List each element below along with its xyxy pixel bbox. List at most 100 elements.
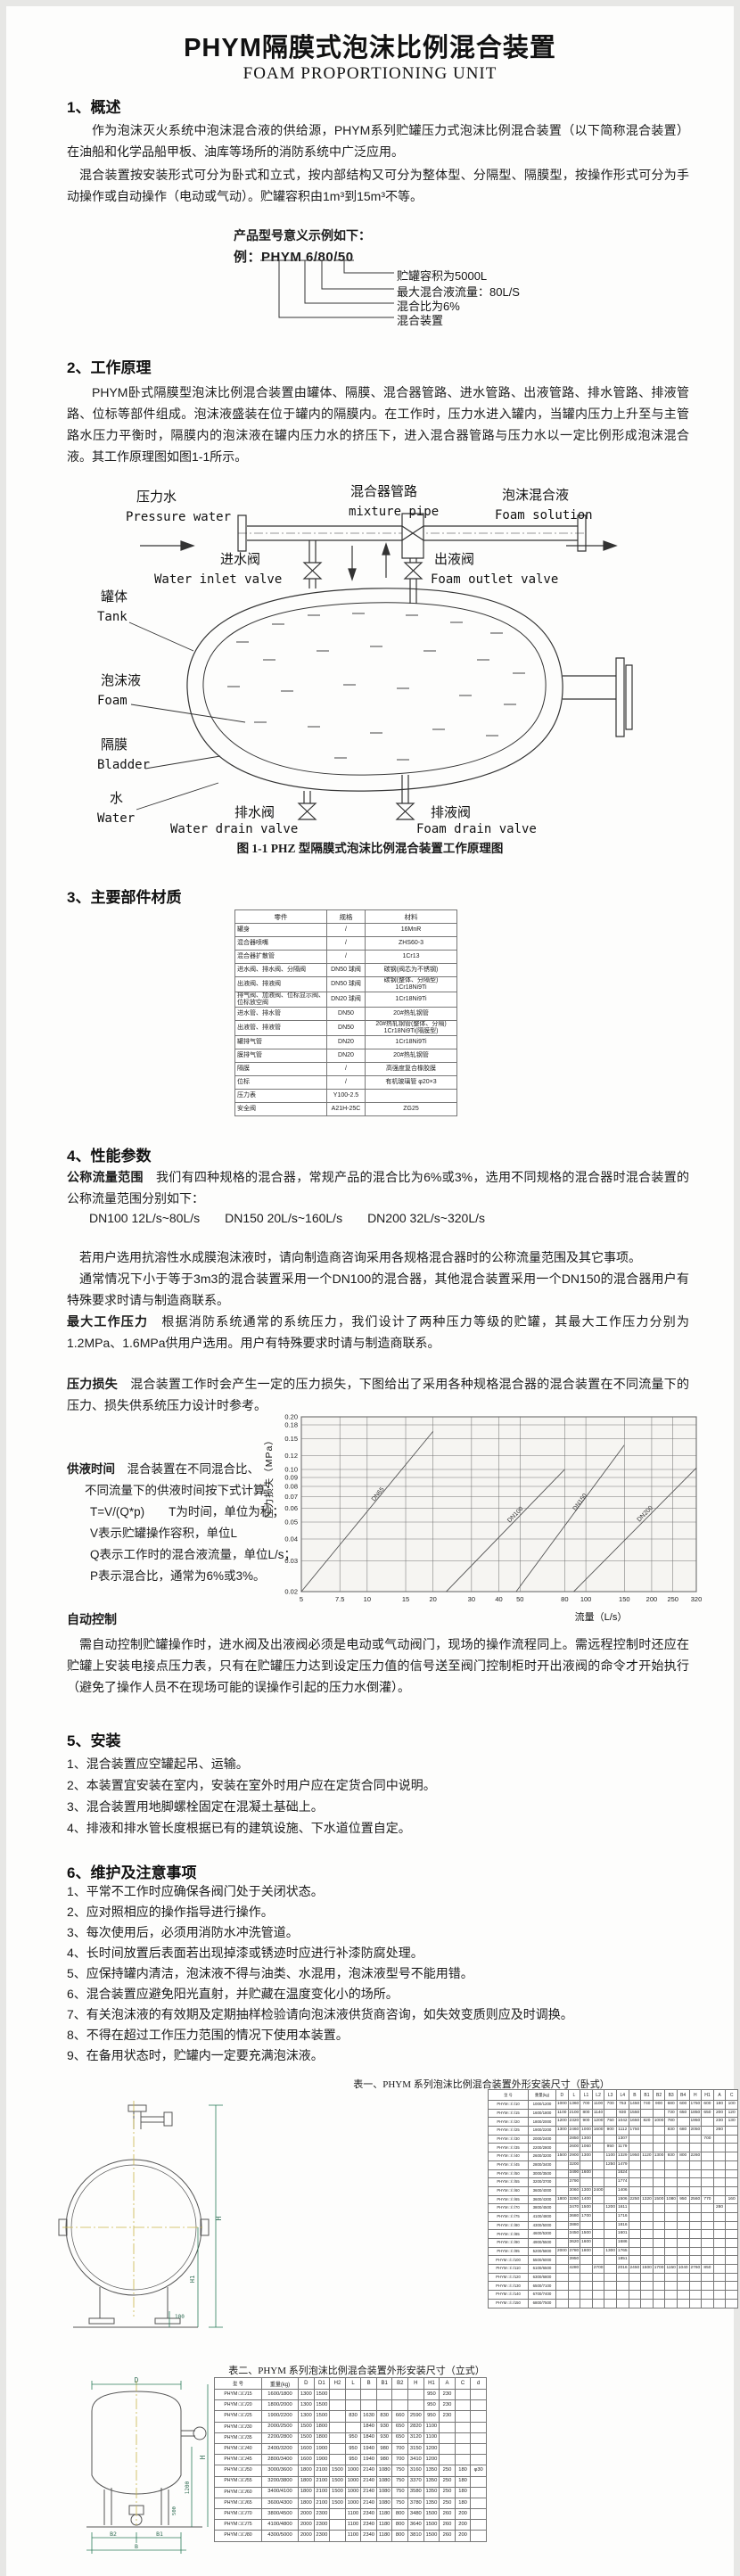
table-cell: 950 bbox=[423, 2399, 440, 2412]
table-cell bbox=[591, 2143, 605, 2153]
table-cell: 1500 bbox=[298, 2421, 315, 2433]
table-cell bbox=[329, 2519, 346, 2531]
table-cell: 2590 bbox=[407, 2410, 424, 2423]
table-cell bbox=[725, 2203, 738, 2213]
table-cell bbox=[688, 2203, 703, 2213]
table-cell: PHYM □/□/25 bbox=[488, 2126, 529, 2136]
section1-para1: 作为泡沫灭火系统中泡沫混合液的供给源，PHYM系列贮罐压力式泡沫比例混合装置（以… bbox=[67, 123, 689, 159]
table-cell bbox=[688, 2160, 703, 2170]
table-cell bbox=[725, 2229, 738, 2239]
y-tick-label: 0.12 bbox=[284, 1452, 298, 1460]
figure-caption: 图 1-1 PHZ 型隔膜式泡沫比例混合装置工作原理图 bbox=[236, 842, 504, 855]
table-row: PHYM □/□/25 1900/2200 1300 1500 830 1630 830 66… bbox=[214, 2410, 487, 2423]
table-cell: 930 bbox=[615, 2108, 629, 2119]
table-row: 隔膜 / 高强度复合橡胶膜 bbox=[234, 1062, 457, 1077]
table-cell bbox=[591, 2290, 605, 2300]
section4-heading: 4、性能参数 bbox=[67, 1148, 152, 1165]
table-cell bbox=[652, 2238, 666, 2248]
table-cell: 5200/5800 bbox=[528, 2246, 556, 2257]
table-cell: 250 bbox=[439, 2486, 456, 2498]
label-mixture-pipe-cn: 混合器管路 bbox=[350, 484, 417, 499]
table-row: 罐身/16MnR bbox=[234, 923, 457, 937]
table-cell: 3800/4500 bbox=[528, 2203, 556, 2213]
table-cell: 1180 bbox=[375, 2508, 393, 2521]
table-row: PHYM □/□/50 3000/3500 3490 1600 1624 bbox=[488, 2169, 738, 2179]
table-cell: 1100 bbox=[344, 2508, 362, 2521]
table-cell bbox=[725, 2143, 738, 2153]
table-cell: 进水阀、排水阀、分隔阀 bbox=[234, 963, 327, 977]
table-cell: PHYM □/□/95 bbox=[488, 2246, 529, 2257]
table-cell bbox=[628, 2255, 642, 2266]
table-cell: 1Cr18Ni9Ti bbox=[365, 992, 457, 1008]
table-cell: 1850 bbox=[688, 2108, 703, 2119]
table-cell: 260 bbox=[439, 2530, 456, 2542]
table-cell bbox=[604, 2264, 617, 2274]
table-cell: 1940 bbox=[360, 2454, 377, 2466]
table-cell bbox=[454, 2399, 472, 2412]
table-cell bbox=[652, 2255, 666, 2266]
table-cell bbox=[591, 2220, 605, 2231]
table-cell: 1100 bbox=[604, 2152, 617, 2161]
table-cell: 1350 bbox=[423, 2475, 440, 2488]
table-cell: 1450 bbox=[628, 2100, 642, 2110]
table-cell: 6500/7100 bbox=[528, 2281, 556, 2292]
table-cell bbox=[628, 2238, 642, 2248]
label-water-inlet-valve-cn: 进水阀 bbox=[220, 552, 260, 567]
table-row: PHYM □/□/100 5500/6000 3950 1851 bbox=[488, 2255, 738, 2266]
table-cell: 3000/3500 bbox=[528, 2169, 556, 2179]
table-cell: 1550 bbox=[628, 2108, 642, 2119]
table1-caption: 表一、PHYM 系列泡沫比例混合装置外形安装尺寸（卧式） bbox=[353, 2079, 610, 2090]
table-row: 排气阀、加液阀、位标显示阀、位标放空阀 DN20 球阀 1Cr18Ni9Ti bbox=[234, 992, 457, 1008]
col-header: 型 号 bbox=[488, 2089, 529, 2101]
list-item: 4、排液和排水管长度根据已有的建筑设施、下水道位置自定。 bbox=[67, 1821, 411, 1835]
table-cell: PHYM □/□/35 bbox=[214, 2432, 262, 2444]
table-cell: 3200/3800 bbox=[261, 2475, 299, 2488]
table-cell bbox=[712, 2264, 727, 2274]
table-cell: 180 bbox=[712, 2100, 727, 2110]
table-cell: 1800/2000 bbox=[261, 2399, 299, 2412]
table-cell: 2000/2400 bbox=[528, 2134, 556, 2144]
table-cell bbox=[701, 2220, 714, 2231]
table-cell bbox=[664, 2177, 678, 2187]
table-cell: 1950 bbox=[628, 2152, 642, 2161]
table-cell: DN50 bbox=[326, 1007, 366, 1022]
table-cell: PHYM □/□/25 bbox=[214, 2410, 262, 2423]
table-cell: PHYM □/□/80 bbox=[488, 2220, 529, 2231]
table-cell: 排气阀、加液阀、位标显示阀、位标放空阀 bbox=[234, 992, 327, 1008]
table-cell bbox=[640, 2272, 654, 2283]
table-cell: 1300 bbox=[580, 2134, 593, 2144]
table-cell bbox=[676, 2255, 690, 2266]
series-line bbox=[301, 1431, 433, 1592]
table-cell: 1500 bbox=[329, 2465, 346, 2477]
table-cell: 2800/3400 bbox=[528, 2160, 556, 2170]
table-cell: 1500 bbox=[329, 2486, 346, 2498]
table-cell: 1000 bbox=[344, 2497, 362, 2510]
table-cell bbox=[628, 2246, 642, 2257]
table-cell bbox=[640, 2255, 654, 2266]
table-cell: 2000 bbox=[555, 2246, 569, 2257]
col-header: L1 bbox=[580, 2089, 593, 2101]
col-header: C bbox=[454, 2377, 472, 2390]
table-cell bbox=[555, 2290, 569, 2300]
table-cell: 3600/4000 bbox=[528, 2185, 556, 2196]
table-cell: 930 bbox=[664, 2152, 678, 2161]
label-foam-drain-valve-cn: 排液阀 bbox=[431, 805, 471, 820]
table-cell bbox=[591, 2298, 605, 2309]
table-cell: 2400/3200 bbox=[261, 2442, 299, 2456]
table-cell: PHYM □/□/130 bbox=[488, 2281, 529, 2292]
table-cell: PHYM □/□/140 bbox=[488, 2290, 529, 2300]
dim-label-1200: 1200 bbox=[185, 2481, 191, 2494]
table-cell bbox=[628, 2160, 642, 2170]
table-cell: 1700 bbox=[580, 2211, 593, 2222]
table-cell bbox=[628, 2220, 642, 2231]
table-cell bbox=[439, 2442, 456, 2456]
table-cell bbox=[676, 2238, 690, 2248]
table-cell: 1112 bbox=[615, 2126, 629, 2136]
table-cell: 250 bbox=[439, 2465, 456, 2477]
label-mixture-pipe-en: mixture pipe bbox=[349, 505, 439, 519]
table-cell bbox=[470, 2486, 487, 2498]
section2-heading: 2、工作原理 bbox=[67, 359, 152, 376]
table-cell bbox=[640, 2160, 654, 2170]
table-cell: 700 bbox=[391, 2442, 409, 2456]
table-cell: 3600/4300 bbox=[261, 2497, 299, 2510]
